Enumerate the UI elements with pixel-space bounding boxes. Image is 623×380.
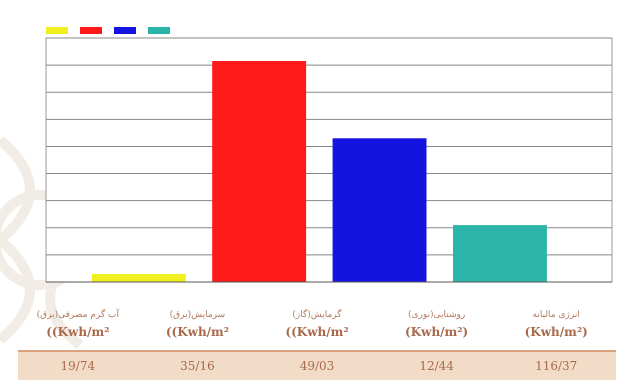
- energy-table: انرژی مالیانه (Kwh/m²) روشنایی(نوری) (Kwh/…: [18, 298, 616, 380]
- header-line1: آب گرم مصرفی(برق): [36, 310, 119, 320]
- bar-3: [453, 225, 547, 282]
- header-line1: سرمایش(برق): [169, 310, 226, 320]
- header-line2: Kwh/m²)): [46, 325, 110, 339]
- header-line1: انرژی مالیانه: [532, 310, 580, 320]
- table-header-row: انرژی مالیانه (Kwh/m²) روشنایی(نوری) (Kwh/…: [18, 298, 616, 351]
- header-hot-water: آب گرم مصرفی(برق) Kwh/m²)): [18, 298, 138, 351]
- header-line1: گرمایش(گاز): [292, 310, 342, 320]
- value-heating: 49/03: [257, 350, 377, 380]
- bar-2: [332, 138, 427, 282]
- header-line2: Kwh/m²)): [165, 325, 230, 339]
- legend-item: [80, 26, 102, 34]
- bar-chart: [45, 37, 613, 283]
- header-line2: Kwh/m²)): [285, 325, 349, 339]
- legend-item: [148, 26, 170, 34]
- header-line1: روشنایی(نوری): [407, 310, 466, 320]
- table-row: 116/37 12/44 49/03 35/16 19/74: [18, 350, 616, 380]
- value-cooling: 35/16: [137, 350, 258, 380]
- energy-table-grid: انرژی مالیانه (Kwh/m²) روشنایی(نوری) (Kwh/…: [18, 298, 616, 380]
- legend-swatch: [114, 26, 136, 34]
- value-annual-energy: 116/37: [496, 350, 616, 380]
- legend-swatch: [148, 26, 170, 34]
- header-line2: (Kwh/m²): [405, 325, 469, 339]
- header-line2: (Kwh/m²): [524, 325, 588, 339]
- value-hot-water: 19/74: [18, 350, 138, 380]
- value-lighting: 12/44: [376, 350, 497, 380]
- bar-0: [91, 273, 186, 282]
- chart-legend: [46, 26, 170, 34]
- legend-swatch: [80, 26, 102, 34]
- header-heating: گرمایش(گاز) Kwh/m²)): [257, 298, 377, 351]
- header-lighting: روشنایی(نوری) (Kwh/m²): [377, 298, 497, 351]
- legend-swatch: [46, 26, 68, 34]
- legend-item: [114, 26, 136, 34]
- bar-1: [212, 61, 307, 282]
- legend-item: [46, 26, 68, 34]
- header-cooling: سرمایش(برق) Kwh/m²)): [138, 298, 258, 351]
- header-annual-energy: انرژی مالیانه (Kwh/m²): [496, 298, 616, 351]
